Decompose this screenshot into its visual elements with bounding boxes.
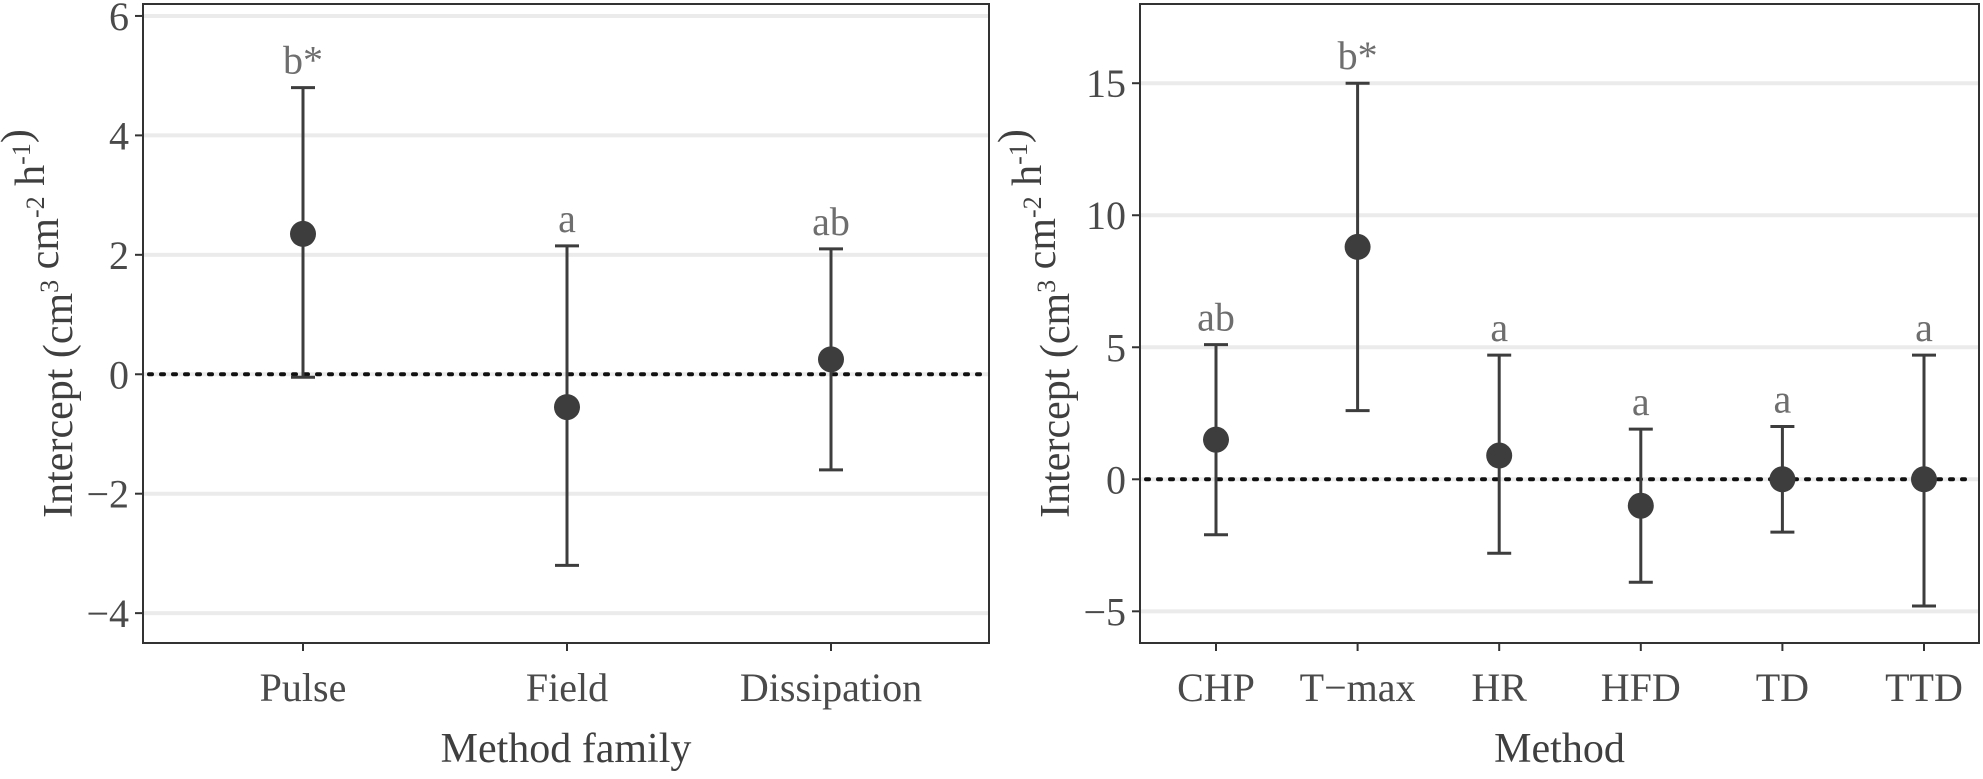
data-point-HR: a (1486, 305, 1513, 555)
y-tick-label: 4 (109, 113, 129, 158)
significance-label: ab (812, 199, 850, 244)
point-estimate (554, 394, 580, 421)
x-axis-title: Method family (441, 726, 692, 772)
panel-1: 6 4 2 0 −2 −4 b* Pulse a Field ab Dissipation Method… (0, 0, 990, 772)
point-estimate (1911, 466, 1937, 493)
y-tick-label: −4 (86, 591, 129, 636)
significance-label: b* (283, 38, 323, 83)
data-point-HFD: a (1627, 379, 1654, 584)
y-axis-title: Intercept (cm3 cm-2 h-1) (0, 129, 82, 518)
y-tick-label: 0 (1106, 457, 1126, 502)
y-axis-title-part: ) (0, 129, 40, 143)
point-estimate (1203, 426, 1229, 453)
y-axis-title-superscript: -1 (1004, 143, 1033, 165)
y-axis-title-part: Intercept (cm (1033, 292, 1079, 517)
point-estimate (1627, 492, 1654, 519)
x-tick-label: TD (1756, 665, 1809, 710)
y-tick-label: −2 (86, 472, 129, 517)
y-axis-title-superscript: -2 (21, 196, 50, 218)
y-tick-label: 0 (109, 352, 129, 397)
y-axis-title-superscript: -1 (7, 143, 36, 165)
point-estimate (1769, 466, 1796, 493)
y-tick-label: 5 (1106, 325, 1126, 370)
significance-label: ab (1197, 295, 1235, 340)
y-tick-label: 2 (109, 233, 129, 278)
data-point-T−max: b* (1338, 33, 1378, 413)
x-tick-label: T−max (1300, 665, 1416, 710)
x-tick-label: HR (1471, 665, 1527, 710)
panel-2: 15 10 5 0 −5 ab CHP b* T−max a HR a HFD a TD a TTD Method… (991, 3, 1980, 772)
significance-label: a (1774, 376, 1792, 421)
point-estimate (818, 346, 844, 373)
y-axis-title-part: cm (1019, 218, 1065, 280)
y-axis-title-part: h (8, 165, 54, 197)
y-axis-title-part: ) (991, 129, 1037, 143)
data-point-Field: a (554, 196, 580, 567)
x-tick-label: Dissipation (740, 665, 922, 710)
data-point-TTD: a (1911, 305, 1937, 608)
y-tick-label: 6 (109, 0, 129, 39)
data-point-CHP: ab (1197, 295, 1235, 537)
x-tick-label: Field (526, 665, 608, 710)
data-point-Dissipation: ab (812, 199, 850, 472)
x-axis-title: Method (1494, 726, 1625, 772)
y-axis-title-superscript: -2 (1018, 196, 1047, 218)
x-tick-label: HFD (1601, 665, 1681, 710)
y-axis-title-part: h (1005, 165, 1051, 197)
y-tick-label: 15 (1086, 61, 1126, 106)
point-estimate (290, 220, 316, 247)
y-axis-title-part: Intercept (cm (36, 292, 82, 517)
y-axis-title-superscript: 3 (35, 280, 64, 293)
significance-label: a (1490, 305, 1508, 350)
panel-frame (1139, 3, 1980, 644)
panel-frame (142, 3, 990, 644)
significance-label: a (1915, 305, 1933, 350)
data-point-Pulse: b* (283, 38, 323, 379)
point-estimate (1344, 233, 1371, 260)
x-tick-label: Pulse (260, 665, 347, 710)
significance-label: b* (1338, 33, 1378, 78)
y-axis-title-superscript: 3 (1032, 280, 1061, 293)
point-estimate (1486, 442, 1513, 469)
x-tick-label: TTD (1885, 665, 1963, 710)
y-axis-title-part: cm (22, 218, 68, 280)
y-axis-title: Intercept (cm3 cm-2 h-1) (991, 129, 1079, 518)
x-tick-label: CHP (1177, 665, 1255, 710)
y-tick-label: 10 (1086, 193, 1126, 238)
data-point-TD: a (1769, 376, 1796, 534)
y-tick-label: −5 (1083, 589, 1126, 634)
significance-label: a (1632, 379, 1650, 424)
significance-label: a (558, 196, 576, 241)
